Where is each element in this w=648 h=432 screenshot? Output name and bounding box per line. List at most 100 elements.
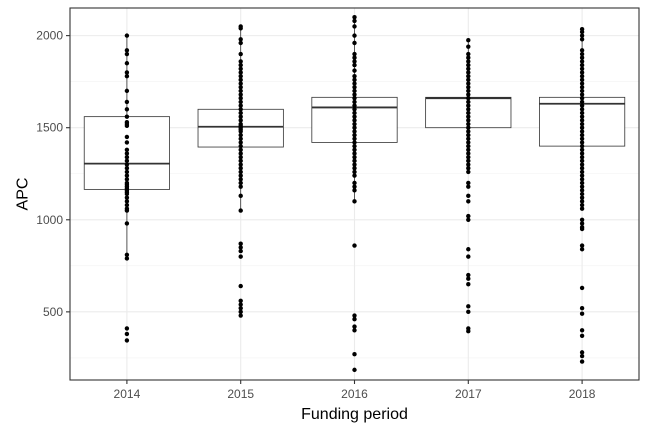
data-point bbox=[466, 140, 471, 145]
data-point bbox=[124, 162, 130, 167]
data-point bbox=[579, 96, 585, 101]
data-point bbox=[238, 107, 243, 112]
data-point bbox=[579, 221, 585, 226]
data-point bbox=[238, 162, 243, 167]
data-point bbox=[466, 59, 471, 64]
data-point bbox=[352, 154, 357, 160]
data-point bbox=[238, 283, 243, 289]
data-point bbox=[579, 184, 585, 189]
data-point bbox=[238, 77, 243, 83]
data-point bbox=[352, 118, 357, 123]
data-point bbox=[466, 151, 471, 156]
data-point bbox=[352, 328, 357, 333]
data-point bbox=[352, 132, 357, 138]
data-point bbox=[352, 15, 357, 20]
data-point bbox=[124, 158, 130, 164]
x-tick-label: 2018 bbox=[569, 387, 596, 401]
data-point bbox=[579, 305, 585, 311]
data-point bbox=[466, 70, 471, 75]
data-point bbox=[124, 99, 130, 105]
y-axis-title: APC bbox=[15, 178, 32, 211]
data-point bbox=[352, 81, 357, 86]
data-point bbox=[466, 272, 471, 278]
data-point bbox=[124, 252, 130, 257]
data-point bbox=[238, 309, 243, 315]
data-point bbox=[238, 208, 243, 213]
data-point bbox=[352, 352, 357, 357]
data-point bbox=[466, 51, 471, 57]
data-point bbox=[579, 173, 585, 178]
data-point bbox=[579, 206, 585, 211]
data-point bbox=[352, 158, 357, 164]
data-point bbox=[238, 166, 243, 171]
data-point bbox=[579, 154, 585, 160]
data-point bbox=[579, 55, 585, 60]
data-point bbox=[238, 92, 243, 97]
data-point bbox=[466, 147, 471, 153]
data-point bbox=[238, 241, 243, 246]
data-point bbox=[466, 184, 471, 189]
data-point bbox=[238, 180, 243, 186]
y-axis-ticks: 500 1000 1500 2000 bbox=[36, 29, 70, 319]
data-point bbox=[352, 99, 357, 105]
data-point bbox=[238, 70, 243, 75]
data-point bbox=[579, 37, 585, 42]
data-point bbox=[352, 129, 357, 134]
data-point bbox=[238, 298, 243, 304]
data-point bbox=[124, 140, 130, 145]
data-point bbox=[238, 140, 243, 145]
data-point bbox=[579, 29, 585, 35]
data-point bbox=[466, 110, 471, 116]
data-point bbox=[352, 24, 357, 29]
data-point bbox=[466, 66, 471, 71]
data-point bbox=[352, 147, 357, 153]
data-point bbox=[238, 81, 243, 86]
data-point bbox=[579, 359, 585, 364]
data-point bbox=[352, 199, 357, 204]
data-point bbox=[238, 302, 243, 307]
data-point bbox=[238, 96, 243, 101]
data-point bbox=[238, 37, 243, 42]
data-point bbox=[352, 68, 357, 73]
data-point bbox=[579, 121, 585, 127]
data-point bbox=[579, 136, 585, 141]
data-point bbox=[124, 151, 130, 156]
data-point bbox=[466, 103, 471, 108]
data-point bbox=[466, 99, 471, 105]
data-point bbox=[352, 162, 357, 167]
data-point bbox=[579, 143, 585, 149]
data-point bbox=[466, 62, 471, 68]
data-point bbox=[466, 44, 471, 49]
data-point bbox=[352, 59, 357, 64]
data-point bbox=[579, 73, 585, 79]
data-point bbox=[238, 154, 243, 160]
data-point bbox=[579, 333, 585, 339]
data-point bbox=[124, 123, 130, 129]
data-point bbox=[124, 33, 130, 38]
data-point bbox=[579, 162, 585, 167]
data-point bbox=[352, 173, 357, 178]
data-point bbox=[238, 136, 243, 141]
data-point bbox=[238, 110, 243, 116]
data-point bbox=[124, 134, 130, 140]
data-point bbox=[579, 48, 585, 53]
data-point bbox=[124, 256, 130, 261]
data-point bbox=[579, 51, 585, 57]
data-point bbox=[466, 217, 471, 222]
data-point bbox=[579, 125, 585, 130]
points-2018 bbox=[579, 26, 585, 364]
data-point bbox=[124, 154, 130, 160]
data-point bbox=[124, 331, 130, 337]
data-point bbox=[579, 147, 585, 153]
data-point bbox=[124, 173, 130, 178]
y-tick-label: 500 bbox=[43, 305, 63, 319]
data-point bbox=[352, 103, 357, 108]
data-point bbox=[466, 213, 471, 219]
data-point bbox=[466, 118, 471, 123]
data-point bbox=[124, 338, 130, 343]
data-point bbox=[466, 73, 471, 79]
data-point bbox=[352, 110, 357, 116]
data-point bbox=[238, 193, 243, 199]
